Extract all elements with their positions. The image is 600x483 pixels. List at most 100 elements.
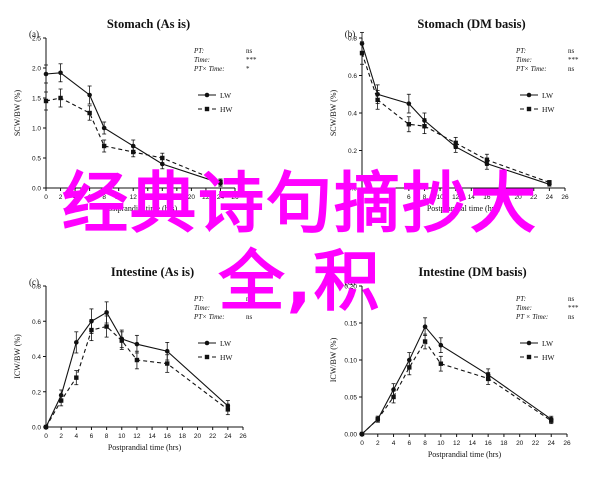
x-tick-label: 14 <box>469 440 477 447</box>
legend-label: LW <box>220 91 232 100</box>
x-tick-label: 6 <box>88 194 92 201</box>
stat-label: PT× Time: <box>193 313 225 321</box>
x-tick-label: 26 <box>231 194 239 201</box>
x-tick-label: 8 <box>102 194 106 201</box>
chart-panel-0: (a)Stomach (As is)0 2 4 6 8 10 12 14 16 18 20 22 24 2… <box>13 17 257 213</box>
legend-marker-HW <box>204 354 210 360</box>
x-tick-label: 22 <box>209 433 217 440</box>
stat-label: PT× Time: <box>515 65 547 73</box>
data-point-HW <box>406 122 412 127</box>
panel-label: (b) <box>345 29 356 39</box>
y-axis-label: ICW/BW (%) <box>329 337 338 382</box>
x-tick-label: 26 <box>563 440 571 447</box>
stat-label: PT × Time: <box>515 313 548 321</box>
legend-label: LW <box>542 91 554 100</box>
legend-marker-HW <box>526 354 532 360</box>
legend-marker-LW <box>204 340 210 346</box>
data-point-LW <box>104 310 109 315</box>
chart-panel-3: (d)Intestine (DM basis)0 2 4 6 8 10 12 14 16 18 20… <box>329 265 579 459</box>
chart-title: Intestine (DM basis) <box>418 265 526 279</box>
stat-label: PT: <box>515 47 526 55</box>
data-point-HW <box>547 180 552 185</box>
x-tick-label: 16 <box>485 440 493 447</box>
y-tick-label: 0.00 <box>344 432 357 439</box>
data-point-HW <box>87 110 92 116</box>
y-tick-label: 0.6 <box>348 73 357 80</box>
data-point-HW <box>359 431 365 437</box>
y-tick-label: 0.0 <box>348 186 357 193</box>
data-point-HW <box>375 417 380 422</box>
data-point-HW <box>58 398 64 403</box>
x-tick-label: 10 <box>118 433 126 440</box>
data-point-HW <box>422 339 428 344</box>
data-point-HW <box>438 361 444 366</box>
x-tick-label: 24 <box>217 194 225 201</box>
x-tick-label: 4 <box>74 433 78 440</box>
panel-label: (c) <box>29 277 39 287</box>
series-line-LW <box>361 325 552 435</box>
stat-label: Time: <box>516 56 532 64</box>
chart-title: Intestine (As is) <box>111 265 194 279</box>
x-tick-label: 12 <box>133 433 141 440</box>
data-point-HW <box>453 140 458 146</box>
legend-marker-LW <box>204 92 210 98</box>
series-line-HW <box>45 325 229 428</box>
data-point-LW <box>43 71 49 77</box>
y-tick-label: 0.10 <box>344 358 357 365</box>
x-tick-label: 26 <box>239 433 247 440</box>
x-tick-label: 22 <box>530 194 538 201</box>
x-tick-label: 18 <box>500 440 508 447</box>
x-tick-label: 12 <box>453 440 461 447</box>
y-tick-label: 2.5 <box>32 36 41 43</box>
y-tick-label: 0.20 <box>344 284 357 291</box>
data-point-HW <box>391 394 396 400</box>
legend-label: HW <box>220 105 233 114</box>
x-tick-label: 0 <box>360 440 364 447</box>
y-tick-label: 0.5 <box>32 156 41 163</box>
data-point-HW <box>131 149 136 155</box>
y-tick-label: 0.0 <box>32 186 41 193</box>
x-tick-label: 0 <box>44 433 48 440</box>
panel-label: (d) <box>345 277 356 287</box>
data-point-LW <box>134 341 140 347</box>
stat-label: PT: <box>515 295 526 303</box>
x-axis-label: Postprandial time (hrs) <box>427 204 501 213</box>
x-tick-label: 8 <box>423 194 427 201</box>
stat-value: ns <box>568 47 575 55</box>
legend-marker-HW <box>526 106 532 112</box>
data-point-HW <box>134 357 140 363</box>
data-point-HW <box>160 155 165 161</box>
x-tick-label: 10 <box>437 440 445 447</box>
stat-value: * <box>246 65 250 73</box>
data-point-LW <box>58 70 63 76</box>
x-tick-label: 2 <box>59 194 63 201</box>
x-tick-label: 14 <box>468 194 476 201</box>
data-point-HW <box>104 324 109 329</box>
legend-marker-LW <box>526 340 532 346</box>
x-tick-label: 24 <box>546 194 554 201</box>
data-point-LW <box>87 92 92 98</box>
y-tick-label: 0.4 <box>32 354 41 361</box>
series-line-LW <box>45 311 229 428</box>
x-tick-label: 0 <box>44 194 48 201</box>
data-point-HW <box>359 50 365 56</box>
stat-value: ns <box>246 295 253 303</box>
stat-label: PT: <box>193 295 204 303</box>
x-tick-label: 6 <box>407 440 411 447</box>
x-tick-label: 16 <box>164 433 172 440</box>
x-tick-label: 18 <box>173 194 181 201</box>
x-tick-label: 14 <box>148 433 156 440</box>
panel-label: (a) <box>29 29 39 39</box>
x-tick-label: 20 <box>515 194 523 201</box>
y-axis-label: SCW/BW (%) <box>13 90 22 137</box>
data-point-HW <box>58 95 63 101</box>
data-point-HW <box>165 361 170 366</box>
legend-marker-HW <box>204 106 210 112</box>
data-point-HW <box>43 424 49 430</box>
data-point-HW <box>375 97 380 103</box>
x-tick-label: 6 <box>90 433 94 440</box>
x-tick-label: 6 <box>407 194 411 201</box>
data-point-LW <box>101 125 107 131</box>
y-axis-label: SCW/BW (%) <box>329 90 338 137</box>
